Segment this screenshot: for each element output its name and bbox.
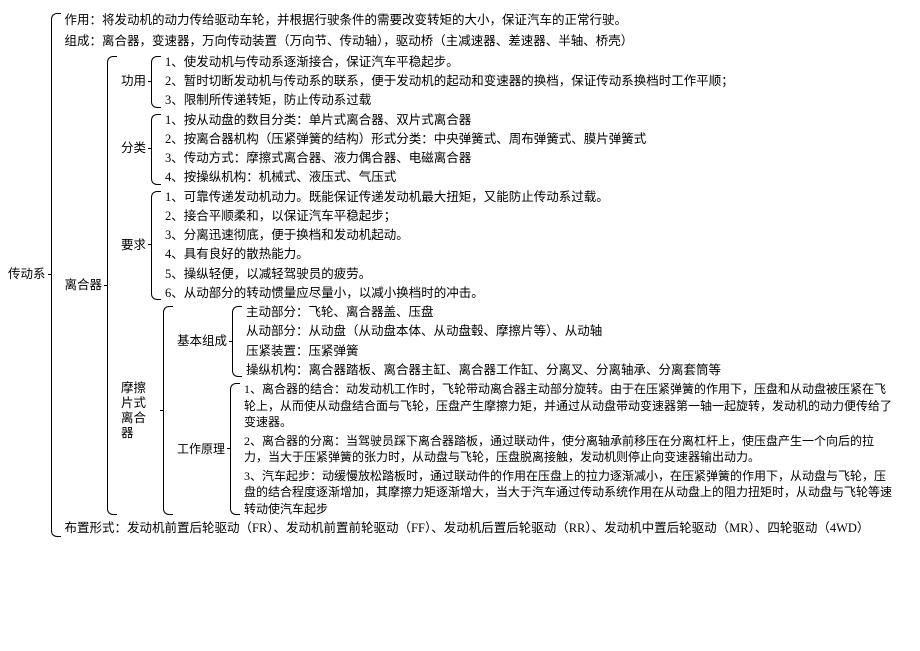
clutch-node: 离合器 功用 1、使发动机与传动系逐渐接合，保证汽车平稳起步。 2、暂时切断发动…: [65, 53, 912, 519]
yaoqiu-node: 要求 1、可靠传递发动机动力。既能保证传递发动机最大扭矩，又能防止传动系过载。 …: [121, 188, 912, 304]
fenlei-node: 分类 1、按从动盘的数目分类：单片式离合器、双片式离合器 2、按离合器机构（压紧…: [121, 111, 912, 188]
yaoqiu-6: 6、从动部分的转动惯量应尽量小，以减小换档时的冲击。: [165, 284, 912, 303]
fenlei-4: 4、按操纵机构：机械式、液压式、气压式: [165, 168, 912, 187]
gongyong-3: 3、限制所传递转矩，防止传动系过载: [165, 91, 912, 110]
bracket: [107, 56, 117, 516]
gongyong-1: 1、使发动机与传动系逐渐接合，保证汽车平稳起步。: [165, 53, 912, 72]
bracket: [51, 13, 61, 537]
bracket: [230, 383, 240, 515]
gongyong-label: 功用: [121, 73, 149, 90]
yaoqiu-children: 1、可靠传递发动机动力。既能保证传递发动机最大扭矩，又能防止传动系过载。 2、接…: [165, 188, 912, 304]
leaf-zucheng: 组成：离合器，变速器，万向传动装置（万向节、传动轴），驱动桥（主减速器、差速器、…: [65, 31, 912, 52]
jiben-3: 压紧装置：压紧弹簧: [246, 342, 912, 361]
bracket: [151, 114, 161, 185]
bracket: [163, 306, 173, 515]
friction-children: 基本组成 主动部分：飞轮、离合器盖、压盘 从动部分：从动盘（从动盘本体、从动盘毂…: [177, 303, 912, 518]
yaoqiu-3: 3、分离迅速彻底，便于换档和发动机起动。: [165, 226, 912, 245]
jiben-label: 基本组成: [177, 333, 230, 350]
clutch-children: 功用 1、使发动机与传动系逐渐接合，保证汽车平稳起步。 2、暂时切断发动机与传动…: [121, 53, 912, 519]
yuanli-children: 1、离合器的结合：动发动机工作时，飞轮带动离合器主动部分旋转。由于在压紧弹簧的作…: [244, 380, 894, 518]
leaf-zuoyong: 作用：将发动机的动力传给驱动车轮，并根据行驶条件的需要改变转矩的大小，保证汽车的…: [65, 10, 912, 31]
jiben-1: 主动部分：飞轮、离合器盖、压盘: [246, 303, 912, 322]
bracket: [232, 306, 242, 377]
fenlei-2: 2、按离合器机构（压紧弹簧的结构）形式分类：中央弹簧式、周布弹簧式、膜片弹簧式: [165, 130, 912, 149]
yaoqiu-2: 2、接合平顺柔和，以保证汽车平稳起步；: [165, 207, 912, 226]
yuanli-3: 3、汽车起步：动缓慢放松踏板时，通过联动件的作用在压盘上的拉力逐渐减小，在压紧弹…: [244, 467, 894, 519]
yaoqiu-1: 1、可靠传递发动机动力。既能保证传递发动机最大扭矩，又能防止传动系过载。: [165, 188, 912, 207]
bracket: [151, 191, 161, 301]
friction-node: 摩擦片式离合器 基本组成 主动部分：飞轮、离合器盖、压盘 从动部分：从动盘（从动…: [121, 303, 912, 518]
fenlei-3: 3、传动方式：摩擦式离合器、液力偶合器、电磁离合器: [165, 149, 912, 168]
bracket: [151, 56, 161, 108]
root-label: 传动系: [8, 265, 49, 284]
leaf-buzhi: 布置形式：发动机前置后轮驱动（FR）、发动机前置前轮驱动（FF）、发动机后置后轮…: [65, 518, 912, 539]
clutch-label: 离合器: [65, 276, 106, 295]
jiben-children: 主动部分：飞轮、离合器盖、压盘 从动部分：从动盘（从动盘本体、从动盘毂、摩擦片等…: [246, 303, 912, 380]
yuanli-label: 工作原理: [177, 441, 228, 458]
yaoqiu-label: 要求: [121, 237, 149, 254]
fenlei-1: 1、按从动盘的数目分类：单片式离合器、双片式离合器: [165, 111, 912, 130]
gongyong-node: 功用 1、使发动机与传动系逐渐接合，保证汽车平稳起步。 2、暂时切断发动机与传动…: [121, 53, 912, 111]
yuanli-2: 2、离合器的分离：当驾驶员踩下离合器踏板，通过联动件，使分离轴承前移压在分离杠杆…: [244, 432, 894, 467]
fenlei-label: 分类: [121, 140, 149, 157]
jiben-node: 基本组成 主动部分：飞轮、离合器盖、压盘 从动部分：从动盘（从动盘本体、从动盘毂…: [177, 303, 912, 380]
friction-label: 摩擦片式离合器: [121, 381, 161, 441]
jiben-2: 从动部分：从动盘（从动盘本体、从动盘毂、摩擦片等）、从动轴: [246, 322, 912, 341]
gongyong-2: 2、暂时切断发动机与传动系的联系，便于发动机的起动和变速器的换档，保证传动系换档…: [165, 72, 912, 91]
root-children: 作用：将发动机的动力传给驱动车轮，并根据行驶条件的需要改变转矩的大小，保证汽车的…: [65, 10, 912, 540]
yuanli-node: 工作原理 1、离合器的结合：动发动机工作时，飞轮带动离合器主动部分旋转。由于在压…: [177, 380, 912, 518]
yuanli-1: 1、离合器的结合：动发动机工作时，飞轮带动离合器主动部分旋转。由于在压紧弹簧的作…: [244, 380, 894, 432]
yaoqiu-5: 5、操纵轻便，以减轻驾驶员的疲劳。: [165, 265, 912, 284]
root-node: 传动系 作用：将发动机的动力传给驱动车轮，并根据行驶条件的需要改变转矩的大小，保…: [8, 10, 912, 540]
fenlei-children: 1、按从动盘的数目分类：单片式离合器、双片式离合器 2、按离合器机构（压紧弹簧的…: [165, 111, 912, 188]
gongyong-children: 1、使发动机与传动系逐渐接合，保证汽车平稳起步。 2、暂时切断发动机与传动系的联…: [165, 53, 912, 111]
jiben-4: 操纵机构：离合器踏板、离合器主缸、离合器工作缸、分离叉、分离轴承、分离套筒等: [246, 361, 912, 380]
yaoqiu-4: 4、具有良好的散热能力。: [165, 245, 912, 264]
